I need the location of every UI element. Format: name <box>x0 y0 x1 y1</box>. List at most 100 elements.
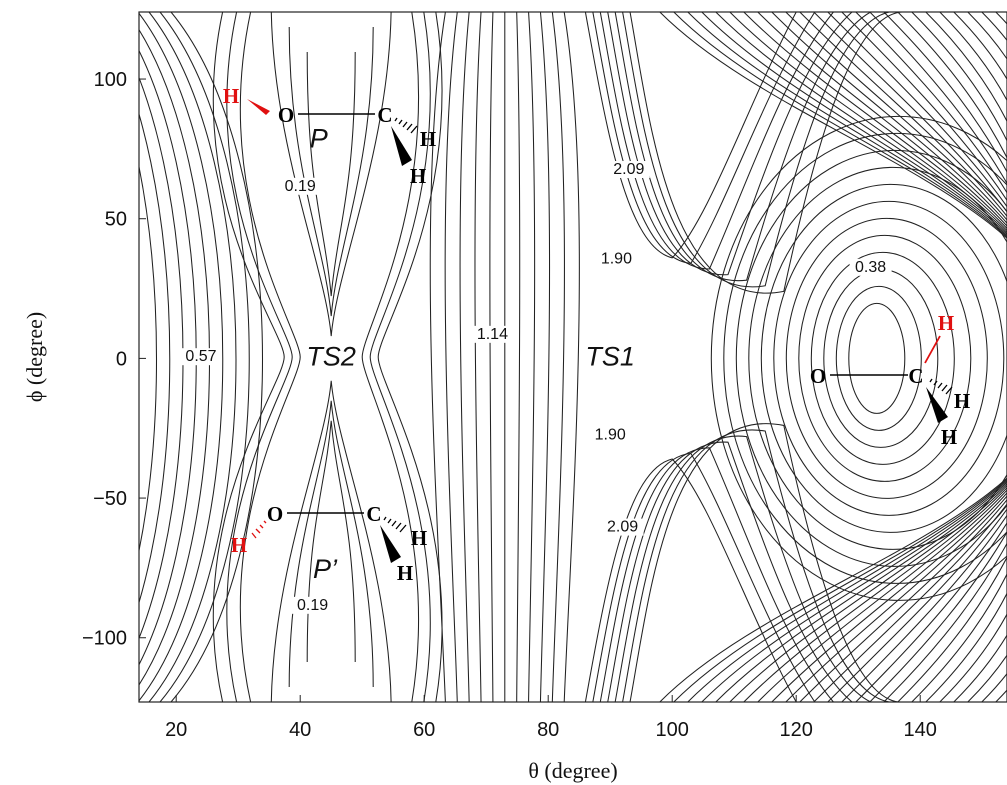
contour-line <box>841 12 1007 202</box>
contour-label-bg <box>180 348 222 366</box>
atom-h: H <box>223 84 239 108</box>
contour-line <box>939 613 1007 702</box>
contour-line <box>785 12 1007 221</box>
atom-h: H <box>410 164 426 188</box>
x-axis: 20 40 60 80 100 120 140 <box>165 695 937 741</box>
contour-ellipse <box>773 200 1005 516</box>
region-labels: P P’ TS2 TS1 <box>306 124 635 584</box>
contour-line <box>701 481 1007 702</box>
contour-line <box>827 12 1007 208</box>
contour-line <box>771 12 1007 225</box>
y-axis-label: ϕ (degree) <box>22 312 47 402</box>
contour-ellipse <box>748 166 1007 550</box>
contour-line <box>855 521 1007 702</box>
region-label: P <box>310 124 328 154</box>
x-tick-label: 40 <box>289 719 311 741</box>
bond-wedge <box>391 126 412 166</box>
contour-line <box>226 12 293 702</box>
contour-label: 2.09 <box>613 161 644 178</box>
y-tick-label: −50 <box>93 488 127 510</box>
bond-hash <box>383 516 407 533</box>
contour-line <box>743 12 1007 230</box>
contour-line <box>715 12 1007 234</box>
contour-line <box>911 12 1007 143</box>
contour-ellipse <box>760 183 1007 533</box>
contour-line <box>687 12 1007 237</box>
contour-label: 0.19 <box>285 178 316 195</box>
contour-line <box>139 164 158 554</box>
contour-line <box>614 435 871 702</box>
contour-line <box>883 12 1007 174</box>
contour-ellipse <box>810 251 955 465</box>
contour-line <box>516 12 521 702</box>
y-axis: 100 50 0 −50 −100 <box>82 69 146 650</box>
contour-line <box>607 441 853 702</box>
contour-label-bg <box>595 250 638 268</box>
molecule-p: H O C H H <box>223 84 436 188</box>
contour-line <box>459 12 470 702</box>
contour-line <box>813 503 1007 702</box>
region-label: TS1 <box>585 342 635 372</box>
contour-label-bg <box>589 426 632 444</box>
molecule-methoxy: O C H H H <box>810 311 970 449</box>
contour-line <box>925 592 1007 702</box>
x-tick-label: 60 <box>413 719 435 741</box>
bond-hash <box>929 378 953 395</box>
bond-hash <box>394 117 418 134</box>
atom-c: C <box>366 502 381 526</box>
contour-line <box>270 12 392 337</box>
atom-h: H <box>411 526 427 550</box>
x-axis-label: θ (degree) <box>528 758 617 783</box>
contour-line <box>629 12 908 294</box>
atom-o: O <box>267 502 283 526</box>
contour-line <box>855 12 1007 194</box>
contour-line <box>429 12 446 702</box>
bond-hash <box>251 520 267 539</box>
contour-line <box>729 484 1007 702</box>
bond-wedge <box>247 99 270 115</box>
contour-line <box>622 429 890 702</box>
contour-line <box>841 514 1007 702</box>
atom-h: H <box>397 561 413 585</box>
contour-line <box>599 447 834 702</box>
contour-line <box>953 634 1007 702</box>
contour-line <box>159 12 250 702</box>
contour-line <box>785 495 1007 702</box>
contour-ellipse <box>798 234 972 482</box>
contour-line <box>757 489 1007 702</box>
atom-h: H <box>420 127 436 151</box>
region-label: TS2 <box>306 342 356 372</box>
atom-h: H <box>938 311 954 335</box>
contour-line <box>799 498 1007 702</box>
x-tick-label: 140 <box>904 719 937 741</box>
contour-line <box>673 12 1007 238</box>
contour-line <box>288 26 374 317</box>
contour-line <box>361 12 420 702</box>
contour-line <box>288 400 374 688</box>
bond-wedge <box>926 387 948 423</box>
contour-line <box>659 477 1007 702</box>
contour-label: 0.38 <box>855 259 886 276</box>
x-tick-label: 100 <box>656 719 689 741</box>
atom-o: O <box>278 103 294 127</box>
contour-label: 1.90 <box>595 426 626 443</box>
contour-line <box>170 12 264 702</box>
contour-label-bg <box>607 161 650 179</box>
contour-line <box>474 12 482 702</box>
region-label: P’ <box>313 554 338 584</box>
atom-h: H <box>941 425 957 449</box>
contour-line <box>369 12 431 702</box>
contour-line <box>239 12 301 702</box>
contour-line <box>489 12 494 702</box>
contour-line <box>813 12 1007 213</box>
contour-line <box>139 12 224 702</box>
contour-line <box>528 12 536 702</box>
contour-ellipse <box>835 285 922 431</box>
y-tick-label: −100 <box>82 628 127 650</box>
contour-label-bg <box>471 325 514 343</box>
contour-label-bg <box>279 177 322 195</box>
contour-line <box>563 12 580 702</box>
contour-line <box>715 482 1007 702</box>
contour-line <box>869 12 1007 185</box>
bond-line-red <box>924 335 941 364</box>
